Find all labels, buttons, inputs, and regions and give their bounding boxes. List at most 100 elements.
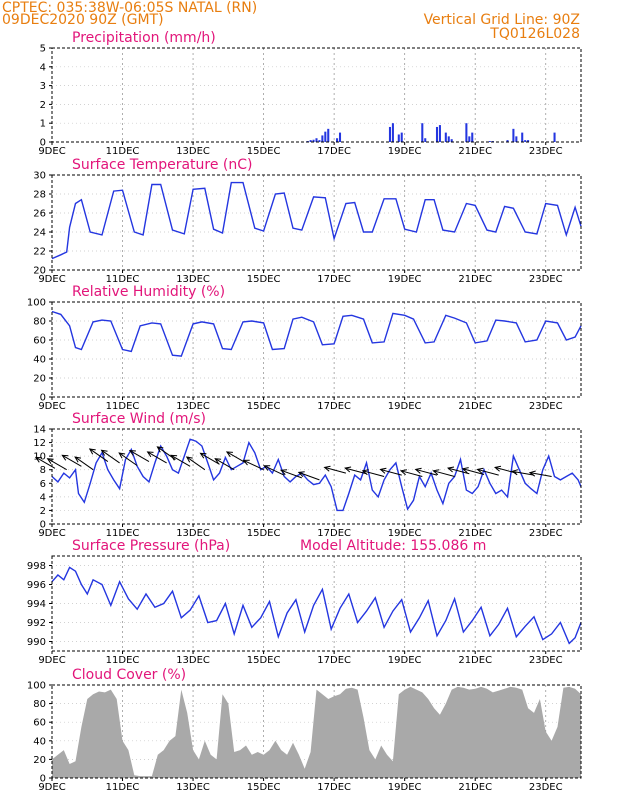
chart-1-bar	[336, 138, 339, 142]
chart-4-wind-arrow	[264, 465, 285, 476]
chart-1-bar	[450, 139, 453, 142]
chart-1-x-tick-label: 21DEC	[458, 146, 492, 157]
chart-4-wind-arrow	[118, 452, 138, 467]
chart-6-y-tick-label: 100	[27, 681, 46, 692]
chart-4-wind-arrow	[380, 468, 402, 476]
chart-4-wind-arrow-head	[74, 456, 82, 463]
chart-4-y-tick-label: 10	[33, 452, 46, 463]
chart-4-wind-arrow-head	[493, 465, 502, 472]
chart-4-x-tick-label: 23DEC	[529, 528, 563, 539]
chart-1-x-tick-label: 9DEC	[38, 146, 65, 157]
chart-4-y-tick-label: 6	[40, 479, 46, 490]
chart-4-wind-arrow	[129, 450, 150, 463]
chart-4-wind-arrow	[226, 451, 247, 464]
chart-4-wind-arrow	[447, 467, 470, 475]
chart-2-series-line	[51, 181, 582, 260]
chart-3-x-tick-label: 9DEC	[38, 401, 65, 412]
chart-4-wind-arrow	[529, 472, 552, 477]
header-date: 09DEC2020 90Z (GMT)	[2, 12, 164, 28]
chart-4-wind-arrow-head	[297, 471, 305, 478]
chart-6-x-tick-label: 13DEC	[176, 782, 210, 793]
chart-3-frame	[51, 301, 582, 398]
chart-4-wind-arrow-head	[528, 470, 536, 477]
chart-1-x-tick-label: 13DEC	[176, 146, 210, 157]
chart-2-x-tick-label: 15DEC	[247, 274, 281, 285]
chart-4-wind-arrow	[62, 454, 82, 467]
chart-4-x-tick-label: 19DEC	[388, 528, 422, 539]
chart-1-y-tick-label: 5	[40, 44, 46, 55]
chart-6-y-tick-label: 80	[33, 699, 46, 710]
chart-2-x-tick-label: 17DEC	[317, 274, 351, 285]
chart-4-wind-arrow-head	[476, 467, 484, 474]
chart-4-wind-arrow	[147, 451, 167, 464]
chart-5-y-tick-label: 990	[27, 637, 46, 648]
chart-1-bar	[315, 138, 318, 142]
chart-1-x-tick-label: 19DEC	[388, 146, 422, 157]
chart-4-wind-arrow-head	[361, 469, 369, 476]
chart-5-frame	[51, 555, 582, 652]
chart-5-x-tick-label: 15DEC	[247, 655, 281, 666]
chart-1-bar	[435, 126, 439, 142]
chart-1-bar	[524, 140, 527, 142]
chart-4-wind-arrow-head	[88, 448, 96, 455]
chart-1-bar	[397, 134, 400, 142]
chart-1-title: Precipitation (mm/h)	[72, 30, 216, 46]
chart-2-frame	[51, 174, 582, 271]
header-grid-line: Vertical Grid Line: 90Z	[424, 12, 580, 28]
chart-4-wind-arrow	[477, 468, 499, 476]
chart-4-wind-arrow-head	[34, 456, 42, 463]
chart-6-x-tick-label: 21DEC	[458, 782, 492, 793]
chart-3-series-line	[51, 310, 582, 357]
chart-1-bar	[424, 138, 427, 142]
chart-5-x-tick-label: 21DEC	[458, 655, 492, 666]
chart-4-wind-arrow	[362, 470, 385, 477]
chart-5-y-tick-label: 994	[27, 599, 46, 610]
chart-3-y-tick-label: 100	[27, 298, 46, 309]
chart-4-wind-arrow-head	[146, 451, 154, 458]
chart-6-x-tick-label: 9DEC	[38, 782, 65, 793]
chart-1-y-tick-label: 2	[40, 100, 46, 111]
chart-panel-1: 9DEC 11DEC 13DEC 15DEC 17DEC 19DEC 21DEC 23DEC 0…	[38, 30, 582, 157]
chart-5-x-tick-label: 11DEC	[106, 655, 140, 666]
chart-2-x-tick-label: 23DEC	[529, 274, 563, 285]
chart-3-x-tick-label: 17DEC	[317, 401, 351, 412]
chart-4-wind-arrow-head	[61, 454, 69, 461]
chart-3-y-tick-label: 60	[33, 336, 46, 347]
chart-5-y-tick-label: 996	[27, 580, 46, 591]
chart-2-y-tick-label: 22	[33, 247, 46, 258]
chart-4-y-tick-label: 14	[33, 425, 46, 436]
chart-1-bar	[521, 132, 524, 142]
chart-1-x-tick-label: 15DEC	[247, 146, 281, 157]
chart-6-frame	[51, 684, 582, 779]
chart-1-bar	[527, 140, 530, 142]
chart-4-title: Surface Wind (m/s)	[72, 411, 206, 427]
chart-1-bar	[391, 123, 394, 142]
chart-5-title: Surface Pressure (hPa)	[72, 538, 230, 554]
chart-4-wind-arrow-head	[323, 465, 331, 472]
chart-2-y-tick-label: 24	[33, 228, 46, 239]
chart-4-wind-arrow-head	[446, 466, 455, 473]
chart-1-bar	[312, 139, 315, 142]
chart-1-bar	[471, 132, 474, 142]
chart-1-bar	[321, 135, 324, 142]
chart-6-x-tick-label: 11DEC	[106, 782, 140, 793]
chart-5-y-tick-label: 992	[27, 618, 46, 629]
chart-4-wind-arrow	[433, 470, 455, 477]
chart-4-wind-arrow	[345, 467, 367, 475]
chart-1-x-tick-label: 11DEC	[106, 146, 140, 157]
chart-4-y-tick-label: 4	[40, 492, 46, 503]
chart-5-x-tick-label: 19DEC	[388, 655, 422, 666]
chart-4-wind-arrow	[101, 449, 120, 464]
chart-3-x-tick-label: 15DEC	[247, 401, 281, 412]
chart-4-wind-arrow-head	[185, 456, 193, 463]
chart-4-wind-arrow	[400, 470, 423, 477]
chart-1-bar	[444, 132, 447, 142]
chart-1-bar	[438, 125, 441, 142]
chart-4-wind-arrow-head	[511, 469, 519, 476]
chart-5-annotation: Model Altitude: 155.086 m	[300, 538, 486, 554]
chart-5-y-tick-label: 998	[27, 561, 46, 572]
chart-1-bar	[447, 136, 450, 142]
chart-2-x-tick-label: 21DEC	[458, 274, 492, 285]
chart-1-x-tick-label: 17DEC	[317, 146, 351, 157]
